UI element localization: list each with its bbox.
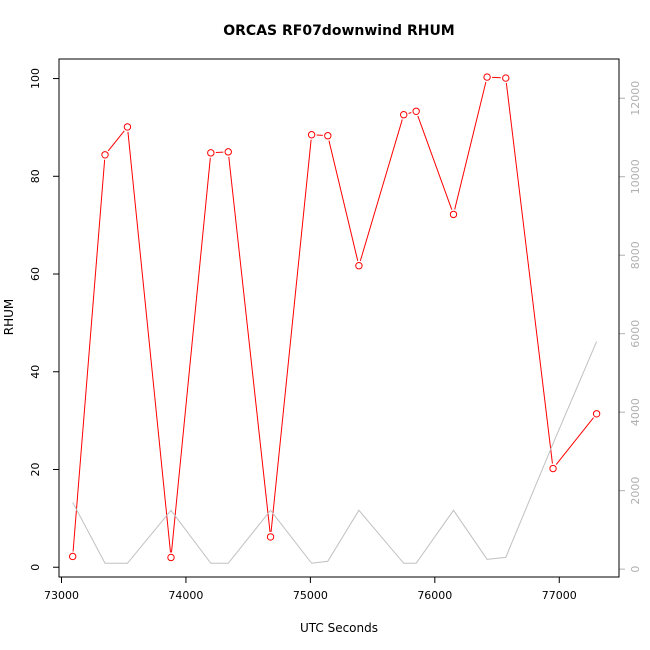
x-axis-label: UTC Seconds: [300, 621, 378, 635]
series-0-segment: [228, 156, 271, 533]
series-0-point: [549, 464, 557, 473]
series-0-point: [355, 262, 363, 270]
series-0-segment: [359, 119, 403, 262]
series-0-point: [412, 107, 420, 115]
y-tick-label: 0: [29, 564, 42, 571]
x-tick-label: 75000: [293, 589, 328, 602]
y-tick-label: 40: [29, 365, 42, 379]
series-0-segment: [72, 159, 106, 552]
series-0-point: [167, 553, 175, 562]
y-tick-label: 60: [29, 267, 42, 281]
series-0-point: [592, 410, 601, 418]
x-tick-label: 74000: [168, 589, 203, 602]
series-0-segment: [505, 82, 553, 464]
series-0-segment: [328, 140, 359, 261]
x-tick-label: 77000: [542, 589, 577, 602]
series-0-point: [207, 149, 215, 157]
series-0-segment: [417, 115, 453, 210]
series-0-point: [68, 552, 77, 561]
series-0-point: [502, 74, 510, 82]
y-right-tick-label: 4000: [629, 398, 642, 426]
series-0-point: [400, 111, 408, 119]
y-tick-label: 80: [29, 169, 42, 183]
series-0-point: [307, 131, 316, 139]
y-tick-label: 20: [29, 462, 42, 476]
series-0-point: [101, 151, 109, 159]
x-tick-label: 76000: [417, 589, 452, 602]
series-0-segment: [107, 130, 125, 152]
y-right-tick-label: 12000: [629, 81, 642, 116]
plot-area-frame: [58, 58, 620, 578]
series-0-segment: [270, 139, 312, 533]
series-0-point: [224, 148, 232, 156]
series-0-segment: [408, 112, 412, 114]
series-0-point: [123, 123, 132, 131]
chart-title: ORCAS RF07downwind RHUM: [223, 23, 455, 39]
series-0-point: [483, 73, 491, 81]
series-0-segment: [170, 157, 211, 553]
series-0-point: [324, 132, 332, 140]
series-0-point: [449, 210, 458, 219]
series-0-point: [266, 533, 275, 541]
y-right-tick-label: 2000: [629, 477, 642, 505]
y-tick-label: 100: [29, 68, 42, 89]
series-0-segment: [127, 131, 171, 553]
series-1-line: [72, 341, 598, 564]
x-tick-label: 73000: [44, 589, 79, 602]
y-right-tick-label: 0: [629, 566, 642, 573]
y-right-tick-label: 10000: [629, 159, 642, 194]
plot-layer: 73000 74000 75000 76000 77000 0 20 40 60 80 100 0 20…: [29, 68, 642, 602]
y-right-tick-label: 8000: [629, 241, 642, 269]
series-0-segment: [454, 81, 487, 210]
y-right-tick-label: 6000: [629, 320, 642, 348]
y-axis-label: RHUM: [2, 299, 16, 336]
series-0-segment: [555, 417, 594, 465]
